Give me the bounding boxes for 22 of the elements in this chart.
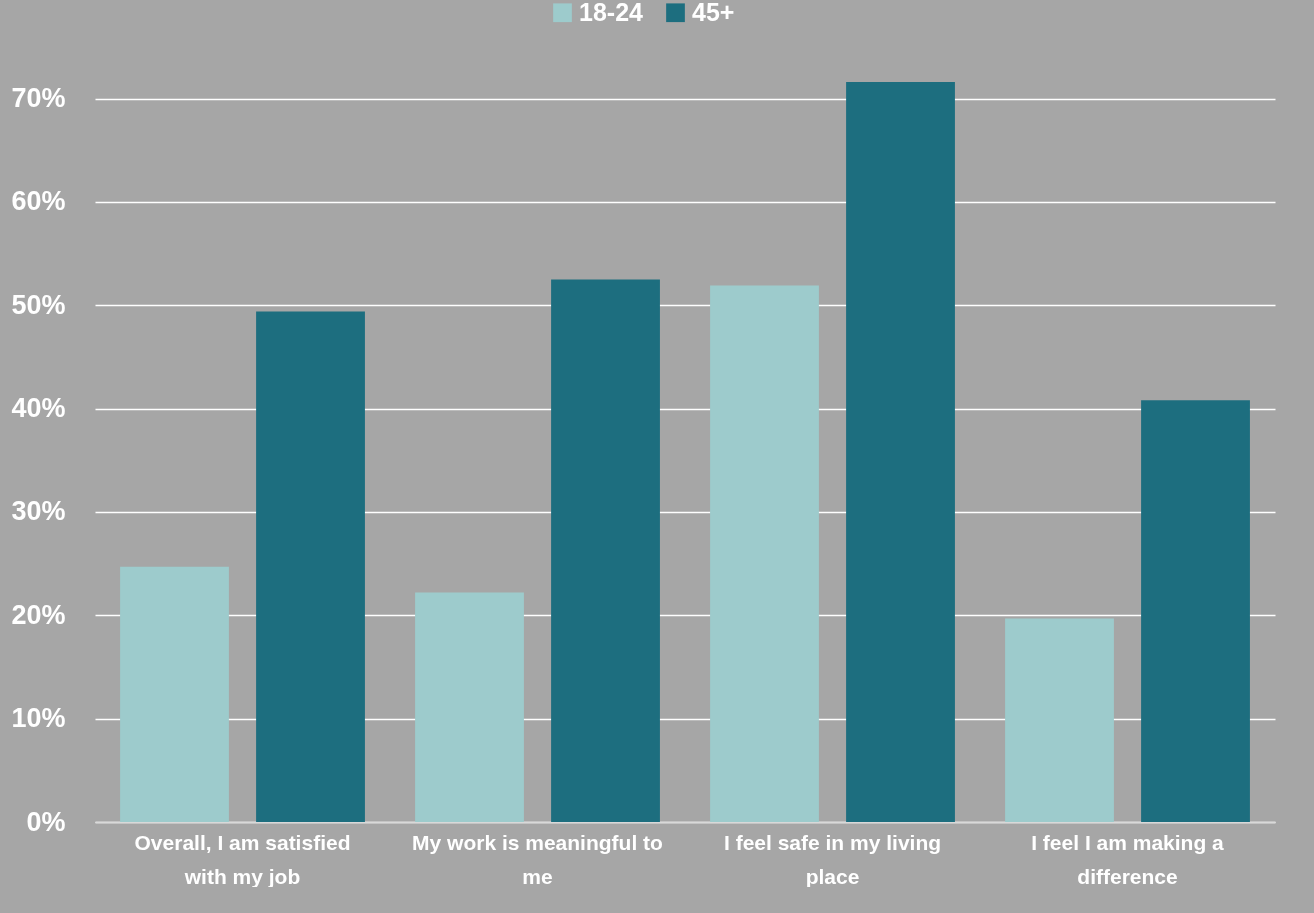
y-tick-label: 40% bbox=[11, 393, 66, 424]
y-tick-label: 30% bbox=[11, 496, 66, 527]
legend-label: 45+ bbox=[692, 0, 735, 26]
bar bbox=[1141, 400, 1250, 822]
x-tick-label: Overall, I am satisfied with my job bbox=[134, 830, 351, 888]
y-tick-label: 70% bbox=[11, 83, 66, 114]
x-tick-label: My work is meaningful to me bbox=[412, 830, 663, 888]
bar bbox=[551, 279, 660, 822]
y-tick-label: 0% bbox=[26, 806, 66, 837]
bar bbox=[1005, 618, 1114, 822]
bar bbox=[256, 311, 365, 822]
y-tick-label: 10% bbox=[11, 703, 66, 734]
x-tick-label: I feel I am making a difference bbox=[1031, 830, 1225, 888]
bar bbox=[846, 82, 955, 822]
bar bbox=[415, 592, 524, 822]
bar bbox=[710, 285, 819, 822]
y-tick-label: 60% bbox=[11, 186, 66, 217]
legend-label: 18-24 bbox=[579, 0, 644, 26]
bar bbox=[120, 566, 229, 822]
x-tick-label: I feel safe in my living place bbox=[723, 830, 942, 888]
y-tick-label: 50% bbox=[11, 289, 66, 320]
y-tick-label: 20% bbox=[11, 599, 66, 630]
